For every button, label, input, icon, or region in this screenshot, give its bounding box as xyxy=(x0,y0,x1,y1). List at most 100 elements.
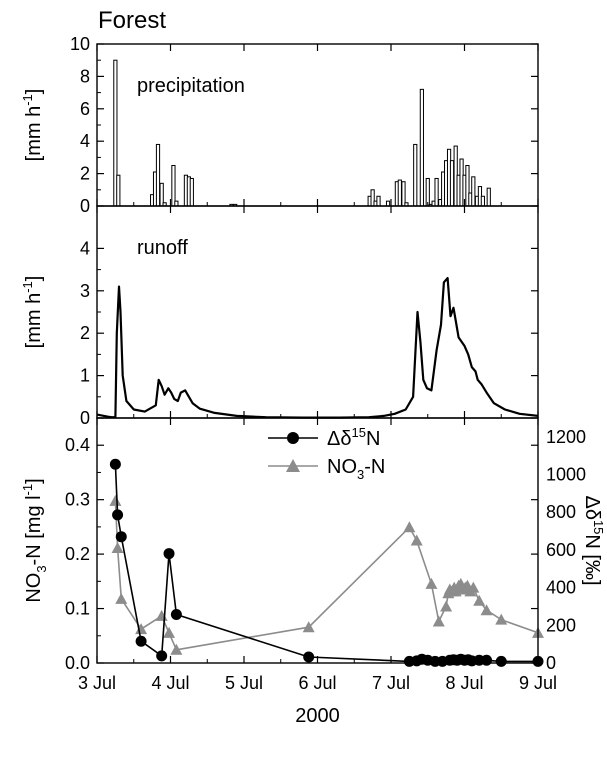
delta15n-point xyxy=(135,635,147,647)
y-tick-label: 0 xyxy=(80,196,90,216)
y2-tick-label: 200 xyxy=(546,615,576,635)
nitrate-line xyxy=(114,500,539,651)
x-tick-label: 7 Jul xyxy=(372,673,410,693)
nitrate-point xyxy=(170,643,183,655)
nitrate-point xyxy=(440,600,453,612)
nitrate-point xyxy=(115,592,128,604)
precipitation-bar xyxy=(471,176,476,207)
y2-tick-label: 0 xyxy=(546,653,556,673)
x-axis xyxy=(96,418,539,663)
runoff-annotation: runoff xyxy=(137,237,188,259)
nitrate-point xyxy=(480,604,493,616)
delta15n-point xyxy=(112,509,124,521)
y-tick-label: 0.1 xyxy=(65,599,90,619)
nitrate-point xyxy=(410,534,423,546)
runoff-panel: 0 1 2 3 4 runoff [mm h-1] xyxy=(20,205,539,428)
nitrate-point xyxy=(403,521,416,533)
nitrate-point xyxy=(425,577,438,589)
nitrate-panel: 0.0 0.1 0.2 0.3 0.4 0 200 400 600 800 1000 1200 3 … xyxy=(20,417,606,693)
precipitation-bar xyxy=(449,160,455,207)
nitrate-point xyxy=(109,494,122,506)
runoff-y-label: [mm h-1] xyxy=(20,276,45,349)
nitrate-y-label: NO3-N [mg l-1] xyxy=(20,478,49,602)
delta15n-point xyxy=(156,650,168,662)
y2-tick-label: 1000 xyxy=(546,465,586,485)
y-tick-label: 8 xyxy=(80,66,90,86)
precipitation-annotation: precipitation xyxy=(137,75,245,97)
precipitation-bar xyxy=(171,165,176,207)
y-tick-label: 0 xyxy=(80,408,90,428)
y-tick-label: 10 xyxy=(70,34,90,54)
runoff-line xyxy=(96,277,539,419)
precipitation-bar xyxy=(189,177,194,207)
x-tick-labels: 3 Jul 4 Jul 5 Jul 6 Jul 7 Jul 8 Jul 9 Jul xyxy=(78,673,557,693)
runoff-y-axis: 0 1 2 3 4 xyxy=(80,238,538,428)
precipitation-panel: 0 2 4 6 8 10 precipitation [mm h-1] xyxy=(20,34,539,216)
delta15n-point xyxy=(115,531,127,543)
nitrate-point xyxy=(473,594,486,606)
precipitation-y-label: [mm h-1] xyxy=(20,89,45,162)
x-tick-label: 5 Jul xyxy=(225,673,263,693)
nitrate-point xyxy=(163,626,176,638)
x-tick-label: 4 Jul xyxy=(151,673,189,693)
x-tick-label: 3 Jul xyxy=(78,673,116,693)
x-axis-label: 2000 xyxy=(295,705,340,727)
legend-marker-nitrate xyxy=(286,459,300,472)
y-tick-label: 3 xyxy=(80,281,90,301)
delta15n-point xyxy=(170,609,182,621)
y-tick-label: 0.4 xyxy=(65,435,90,455)
precipitation-x-ticks xyxy=(96,44,539,206)
y-tick-label: 0.3 xyxy=(65,490,90,510)
precipitation-bar xyxy=(174,200,179,207)
nitrate-point xyxy=(302,621,315,633)
y-tick-label: 2 xyxy=(80,164,90,184)
precipitation-bar xyxy=(486,187,491,207)
nitrate-point xyxy=(432,615,445,627)
nitrate-point xyxy=(495,613,508,625)
runoff-line-group xyxy=(96,277,539,419)
x-tick-label: 8 Jul xyxy=(445,673,483,693)
precipitation-bar xyxy=(116,174,121,207)
y-tick-label: 6 xyxy=(80,99,90,119)
legend-marker-delta15n xyxy=(287,432,299,444)
y2-tick-label: 1200 xyxy=(546,427,586,447)
nitrate-left-y-axis: 0.0 0.1 0.2 0.3 0.4 xyxy=(65,435,538,673)
legend-label-delta15n: Δδ15N xyxy=(327,425,380,450)
delta15n-point xyxy=(481,654,493,666)
nitrate-right-y-axis: 0 200 400 600 800 1000 1200 xyxy=(546,427,586,673)
y2-tick-label: 600 xyxy=(546,540,576,560)
x-tick-label: 6 Jul xyxy=(298,673,336,693)
y-tick-label: 2 xyxy=(80,323,90,343)
precipitation-bar xyxy=(425,177,430,207)
figure-title: Forest xyxy=(98,7,166,34)
y-tick-label: 1 xyxy=(80,366,90,386)
legend: Δδ15N NO3-N xyxy=(268,425,385,482)
nitrate-point xyxy=(467,581,480,593)
nitrate-point xyxy=(155,609,168,621)
precipitation-bar xyxy=(397,179,402,207)
nitrate-point xyxy=(135,623,148,635)
precipitation-bars xyxy=(113,59,491,207)
runoff-x-ticks xyxy=(96,206,539,418)
delta15n-line xyxy=(114,464,538,663)
y-tick-label: 4 xyxy=(80,131,90,151)
legend-entry-nitrate: NO3-N xyxy=(268,456,385,482)
precipitation-bar xyxy=(155,143,161,207)
y-tick-label: 0.0 xyxy=(65,653,90,673)
precipitation-bar xyxy=(376,195,381,207)
nitrate-series-group xyxy=(109,458,544,667)
precipitation-bar xyxy=(434,177,439,207)
delta15n-point xyxy=(163,548,175,560)
y2-tick-label: 800 xyxy=(546,502,576,522)
legend-entry-delta15n: Δδ15N xyxy=(268,425,380,450)
legend-label-nitrate: NO3-N xyxy=(327,456,385,482)
precipitation-bar xyxy=(385,200,391,207)
x-tick-label: 9 Jul xyxy=(519,673,557,693)
nitrate-point xyxy=(111,542,124,554)
y-tick-label: 4 xyxy=(80,238,90,258)
delta15n-y-label: Δδ15N [‰] xyxy=(581,495,606,585)
delta15n-point xyxy=(303,651,315,663)
y-tick-label: 0.2 xyxy=(65,544,90,564)
precipitation-y-axis: 0 2 4 6 8 10 xyxy=(70,34,538,216)
